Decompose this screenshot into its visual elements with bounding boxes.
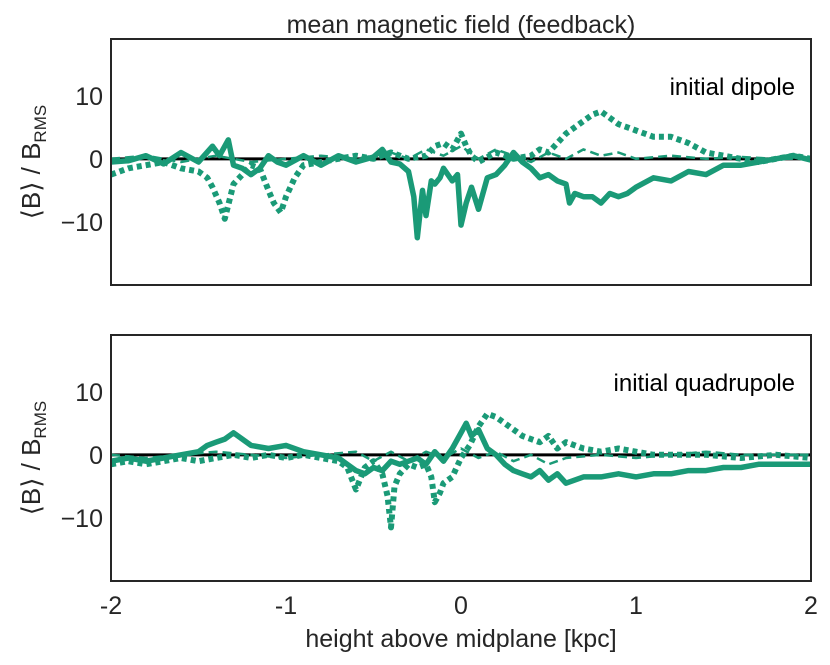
y-tick-label: 0 (89, 442, 103, 470)
axes-frame-quadrupole (110, 334, 812, 582)
chart-title: mean magnetic field (feedback) (287, 11, 636, 39)
x-tick-label: 2 (804, 592, 818, 620)
y-ticks-dipole: 10 0 −10 (61, 83, 103, 237)
series-line-dotted (110, 410, 812, 531)
y-tick-label: 10 (75, 83, 103, 111)
x-axis-label: height above midplane [kpc] (305, 625, 616, 653)
x-tick-label: 0 (454, 592, 468, 620)
axes-frame-dipole (110, 38, 812, 286)
y-axis-label-main: ⟨B⟩ / B (16, 439, 46, 516)
plot-area-quadrupole (110, 410, 812, 531)
y-ticks-quadrupole: 10 0 −10 (61, 379, 103, 533)
y-axis-label-main: ⟨B⟩ / B (16, 143, 46, 220)
x-ticks: -2 -1 0 1 2 (100, 592, 818, 620)
panel-annotation-quadrupole: initial quadrupole (614, 370, 795, 397)
plot-area-dipole (109, 108, 812, 241)
y-tick-label: −10 (61, 209, 103, 237)
panel-quadrupole: initial quadrupole 10 0 −10 ⟨B⟩ / BRMS (16, 334, 812, 582)
y-axis-label-subscript: RMS (31, 401, 50, 439)
y-tick-label: −10 (61, 505, 103, 533)
y-axis-label-dipole: ⟨B⟩ / BRMS (16, 105, 50, 219)
x-tick-label: -2 (100, 592, 122, 620)
x-tick-label: 1 (629, 592, 643, 620)
panel-dipole: initial dipole 10 0 −10 ⟨B⟩ / BRMS (16, 38, 812, 286)
series-line-dashed (110, 447, 811, 466)
series-line-dotted (109, 108, 812, 222)
y-axis-label-quadrupole: ⟨B⟩ / BRMS (16, 401, 50, 515)
y-tick-label: 0 (89, 146, 103, 174)
x-tick-label: -1 (275, 592, 297, 620)
y-axis-label-subscript: RMS (31, 105, 50, 143)
y-tick-label: 10 (75, 379, 103, 407)
series-line-solid (110, 420, 811, 486)
panel-annotation-dipole: initial dipole (670, 74, 795, 101)
series-line-solid (110, 137, 812, 241)
